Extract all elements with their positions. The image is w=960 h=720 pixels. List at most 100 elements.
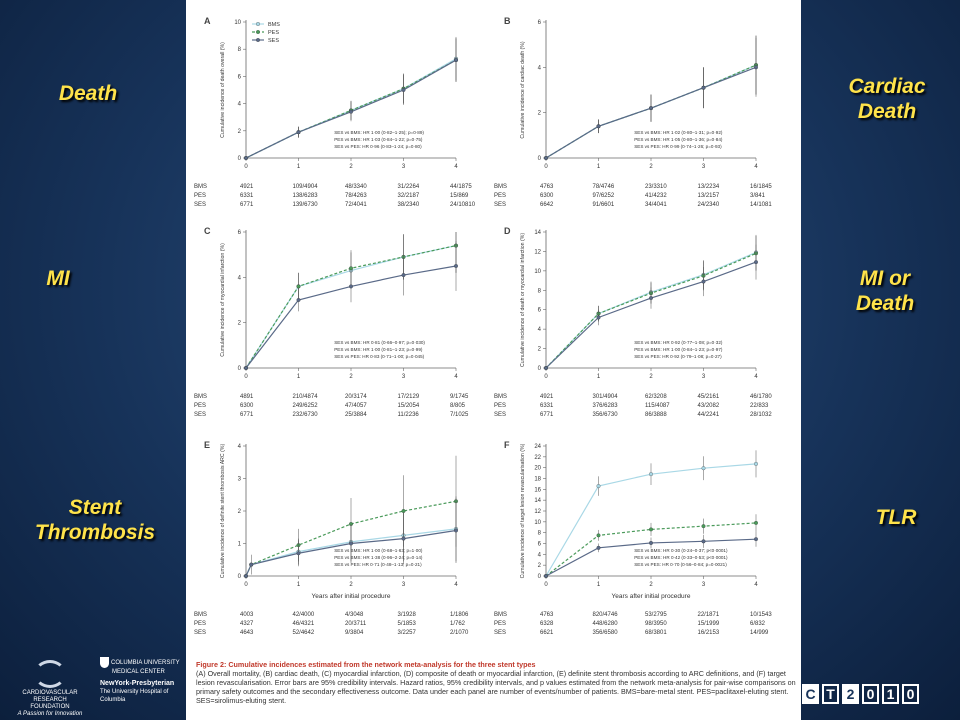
ct-digit-2: 2	[842, 684, 859, 704]
panel-f-ytick-label-20: 20	[534, 466, 541, 472]
panel-f-ytick-label-24: 24	[534, 444, 541, 450]
panel-b-risk-label-pes: PES	[494, 193, 506, 199]
panel-b-point-ses-1	[596, 124, 601, 129]
panel-e-stat-2: SES vs PES: HR 0·71 (0·48–1·13; p=0·21)	[334, 562, 422, 567]
panel-d-letter: D	[504, 226, 511, 236]
panel-f-risk-label-bms: BMS	[494, 612, 507, 618]
panel-c-point-ses-3	[401, 273, 406, 278]
panel-e-risk-pes-3: 5/1853	[398, 621, 417, 627]
panel-c-risk-label-ses: SES	[194, 412, 206, 418]
panel-e-risk-label-pes: PES	[194, 621, 206, 627]
legend-label-ses: SES	[268, 38, 279, 44]
panel-f-xtick-label-3: 3	[702, 582, 706, 588]
panel-a-risk-pes-1: 138/6283	[293, 193, 319, 199]
caption-body: (A) Overall mortality, (B) cardiac death…	[196, 669, 796, 705]
panel-f-risk-bms-4: 10/1543	[750, 612, 772, 618]
panel-e-ytick-label-3: 3	[238, 477, 242, 483]
panel-e-stat-0: SES vs BMS: HR 1·00 (0·68–1·63; p=1·00)	[334, 548, 423, 553]
panel-d-point-ses-3	[701, 279, 706, 284]
label-tlr: TLR	[875, 506, 917, 529]
panel-f-point-pes-4	[754, 520, 758, 525]
panel-d-stat-2: SES vs PES: HR 0·92 (0·79–1·08; p=0·27)	[634, 354, 722, 359]
panel-c-risk-ses-1: 232/6730	[293, 412, 319, 418]
panel-f-point-ses-0	[544, 574, 548, 578]
panel-f-xtick-label-0: 0	[544, 582, 548, 588]
cu-line-1: COLUMBIA UNIVERSITY	[111, 660, 180, 667]
panel-a-risk-ses-0: 6771	[240, 202, 254, 208]
panel-e-risk-ses-1: 52/4642	[293, 630, 315, 636]
panel-f-point-bms-2	[649, 472, 653, 477]
panel-d-risk-bms-3: 45/2161	[698, 394, 720, 400]
panel-f-point-ses-1	[596, 545, 601, 550]
panel-e-risk-bms-0: 4003	[240, 612, 254, 618]
panel-d-risk-pes-2: 115/4087	[645, 403, 670, 409]
panel-d-point-ses-4	[754, 260, 758, 265]
panel-d-ytick-label-0: 0	[538, 366, 542, 372]
legend-label-pes: PES	[268, 30, 279, 36]
panel-f-risk-label-ses: SES	[494, 630, 506, 636]
panel-d-xtick-label-4: 4	[754, 374, 758, 380]
panel-e-xtick-label-0: 0	[244, 582, 248, 588]
panel-c-stat-0: SES vs BMS: HR 0·81 (0·66–0·97; p=0·030)	[334, 340, 425, 345]
panel-e-risk-bms-3: 3/1928	[398, 612, 417, 618]
panel-b-ytick-label-2: 2	[538, 111, 542, 117]
panel-b-ytick-label-0: 0	[538, 156, 542, 162]
panel-c-xtick-label-3: 3	[402, 374, 406, 380]
panel-c-xtick-label-4: 4	[454, 374, 458, 380]
panel-d-risk-bms-2: 62/3208	[645, 394, 667, 400]
panel-a-risk-bms-3: 31/2264	[398, 184, 420, 190]
panel-f-xlabel: Years after initial procedure	[612, 593, 691, 600]
panel-b-risk-label-bms: BMS	[494, 184, 507, 190]
panel-f-risk-ses-1: 356/6580	[593, 630, 619, 636]
panel-c-point-ses-4	[454, 264, 458, 268]
panel-a-ytick-label-4: 4	[238, 102, 242, 108]
panel-e-risk-label-ses: SES	[194, 630, 206, 636]
panel-d-risk-ses-3: 44/2241	[698, 412, 720, 418]
legend-label-bms: BMS	[268, 22, 280, 28]
panel-c-ytick-label-2: 2	[238, 321, 242, 327]
panel-a-stat-1: PES vs BMS: HR 1·03 (0·84–1·22; p=0·75)	[334, 137, 423, 142]
panel-c-xtick-label-0: 0	[244, 374, 248, 380]
panel-f-xtick-label-4: 4	[754, 582, 758, 588]
panel-d-risk-pes-1: 376/6283	[593, 403, 619, 409]
panel-b-xtick-label-1: 1	[597, 164, 601, 170]
legend-marker-bms	[256, 22, 260, 26]
columbia-logo: COLUMBIA UNIVERSITY MEDICAL CENTER NewYo…	[100, 657, 188, 704]
panel-e-risk-label-bms: BMS	[194, 612, 207, 618]
panel-f-risk-bms-2: 53/2795	[645, 612, 667, 618]
panel-b-risk-pes-2: 41/4232	[645, 193, 667, 199]
panel-d-line-ses	[545, 261, 757, 369]
panel-b-stat-1: PES vs BMS: HR 1·05 (0·80–1·36; p=0·84)	[634, 137, 723, 142]
panel-f-stat-0: SES vs BMS: HR 0·30 (0·24–0·37; p<0·0001…	[634, 548, 728, 553]
panel-e-risk-ses-3: 3/2257	[398, 630, 417, 636]
panel-d-xtick-label-0: 0	[544, 374, 548, 380]
columbia-shield-icon	[100, 657, 109, 668]
panel-f-ytick-label-12: 12	[534, 509, 541, 515]
panel-a-ytick-label-2: 2	[238, 129, 242, 135]
panel-a-risk-label-bms: BMS	[194, 184, 207, 190]
panel-b-xtick-label-2: 2	[649, 164, 653, 170]
panel-b-risk-bms-2: 23/3310	[645, 184, 667, 190]
panel-e-point-ses-4	[401, 536, 406, 541]
panel-f-risk-pes-3: 15/1999	[698, 621, 720, 627]
panel-a-stat-0: SES vs BMS: HR 1·00 (0·82–1·25); p=0·89)	[334, 130, 424, 135]
panel-f-point-ses-3	[701, 539, 706, 544]
crf-swirl-icon	[34, 660, 66, 688]
panel-f-ytick-label-18: 18	[534, 477, 541, 483]
panel-c-letter: C	[204, 226, 211, 236]
panel-d-ytick-label-14: 14	[534, 230, 541, 236]
panel-b-point-ses-2	[649, 106, 653, 111]
panel-f-risk-label-pes: PES	[494, 621, 506, 627]
panel-f-risk-pes-0: 6328	[540, 621, 554, 627]
panel-f-risk-ses-0: 6621	[540, 630, 554, 636]
panel-d-risk-label-bms: BMS	[494, 394, 507, 400]
panel-b-risk-bms-4: 16/1845	[750, 184, 772, 190]
panel-f-stat-2: SES vs PES: HR 0·70 (0·56–0·84; p=0·0021…	[634, 562, 727, 567]
legend-marker-pes	[256, 30, 260, 34]
panel-b-risk-pes-4: 3/841	[750, 193, 766, 199]
panel-d-stat-1: PES vs BMS: HR 1·00 (0·84–1·23; p=0·97)	[634, 347, 723, 352]
panel-a-point-ses-3	[401, 88, 406, 92]
panel-f-ytick-label-16: 16	[534, 487, 541, 493]
panel-d-risk-ses-2: 86/3888	[645, 412, 667, 418]
panel-e-point-ses-5	[454, 528, 458, 533]
